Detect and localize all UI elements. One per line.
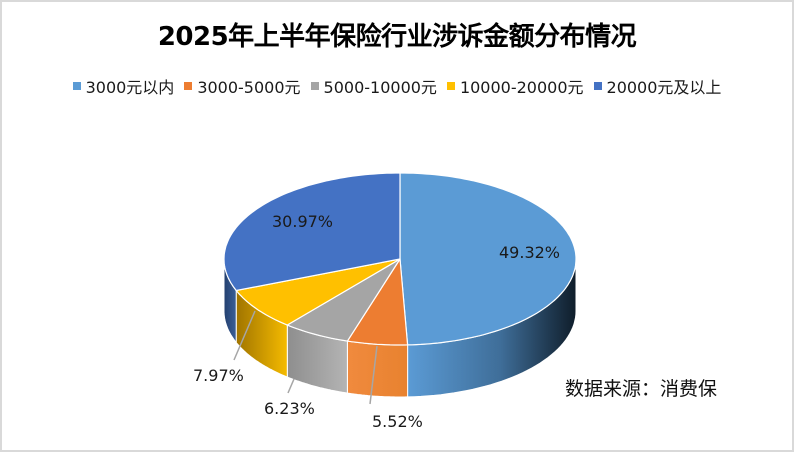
pie-tops [223, 172, 577, 346]
legend-item-5000-10000: 5000-10000元 [310, 74, 437, 98]
legend-item-under-3000: 3000元以内 [72, 74, 175, 98]
legend-swatch-icon [446, 82, 455, 90]
legend-item-over-20000: 20000元及以上 [593, 74, 722, 98]
pie-slice-5000-10000 [285, 258, 401, 342]
data-label-under-3000: 49.32% [499, 243, 561, 262]
legend-swatch-icon [310, 82, 319, 90]
chart-title: 2025年上半年保险行业涉诉金额分布情况 [157, 22, 637, 52]
legend-label: 20000元及以上 [606, 78, 722, 97]
legend-swatch-icon [72, 82, 81, 90]
pie-side-3000-5000 [346, 340, 409, 398]
data-label-over-20000: 30.97% [272, 212, 334, 231]
pie-slice-10000-20000 [235, 258, 401, 326]
legend-item-3000-5000: 3000-5000元 [184, 74, 301, 98]
legend-label: 10000-20000元 [459, 78, 584, 97]
data-label-3000-5000: 5.52% [372, 412, 423, 431]
legend-swatch-icon [593, 82, 602, 90]
legend-label: 3000元以内 [85, 78, 175, 97]
legend-label: 5000-10000元 [323, 78, 437, 97]
legend-swatch-icon [184, 82, 193, 90]
pie-slice-under-3000 [399, 172, 577, 346]
pie-slice-over-20000 [223, 172, 401, 292]
data-label-10000-20000: 7.97% [193, 366, 244, 385]
leader-lines [233, 310, 378, 405]
data-source-note: 数据来源：消费保 [565, 378, 718, 400]
data-label-5000-10000: 6.23% [264, 399, 315, 418]
legend: 3000元以内 3000-5000元 5000-10000元 10000-200… [2, 74, 792, 98]
legend-item-10000-20000: 10000-20000元 [446, 74, 584, 98]
legend-label: 3000-5000元 [197, 78, 301, 97]
pie-slice-3000-5000 [346, 257, 409, 346]
